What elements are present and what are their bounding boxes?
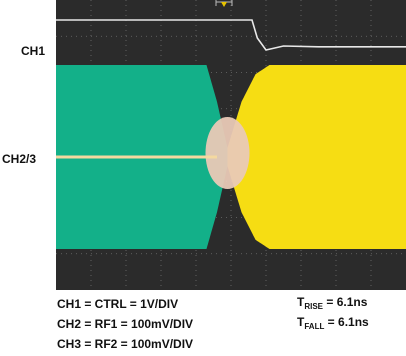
trigger-marker — [215, 0, 233, 7]
fall-time-value: = 6.1ns — [324, 315, 369, 329]
rise-time-subscript: RISE — [304, 302, 324, 311]
oscilloscope-display — [56, 0, 406, 290]
traces — [56, 19, 406, 249]
caption-ch2: CH2 = RF1 = 100mV/DIV — [57, 317, 194, 331]
overlap-region — [205, 117, 250, 189]
rise-time-value: = 6.1ns — [323, 295, 368, 309]
rf2-envelope — [227, 65, 406, 249]
fall-time-symbol: T — [297, 315, 305, 329]
ch1-label: CH1 — [21, 44, 46, 58]
fall-time-subscript: FALL — [304, 322, 325, 331]
ch1-control-trace — [56, 19, 406, 51]
caption-ch3: CH3 = RF2 = 100mV/DIV — [57, 337, 194, 351]
rise-time-symbol: T — [297, 295, 305, 309]
caption-ch1: CH1 = CTRL = 1V/DIV — [57, 297, 179, 311]
rise-time: TRISE = 6.1ns — [297, 296, 367, 311]
ch23-label: CH2/3 — [2, 152, 37, 166]
fall-time: TFALL = 6.1ns — [297, 316, 369, 331]
